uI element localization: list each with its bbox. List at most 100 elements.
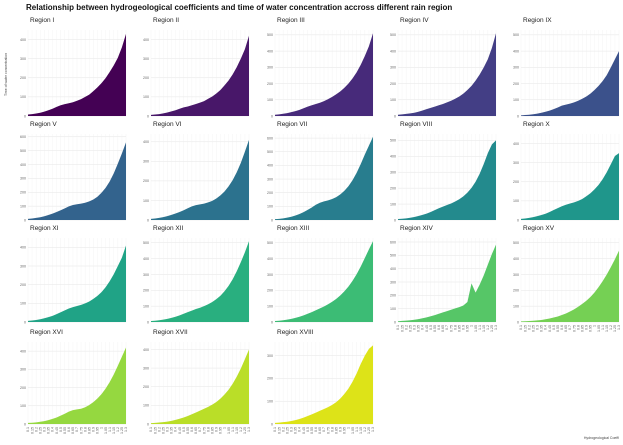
x-tick-label: 0.2: [34, 427, 38, 432]
y-tick-label: 200: [143, 179, 149, 183]
y-tick-label: 400: [143, 257, 149, 261]
x-tick-label: 0.25: [161, 427, 165, 434]
area-series: [275, 345, 373, 424]
area-series: [28, 33, 126, 116]
x-tick-label: 0.85: [580, 325, 584, 332]
panel-strip-label: Region XVII: [153, 329, 188, 336]
panel-strip-label: Region V: [30, 121, 57, 128]
y-tick-label: 500: [513, 241, 519, 245]
panel-12: Region XII 0 100 200 300 400 500: [143, 222, 250, 324]
x-tick-label: 0.95: [219, 427, 223, 434]
y-tick-label: 200: [143, 385, 149, 389]
x-tick-label: 0.7: [568, 325, 572, 330]
x-tick-label: 1.25: [490, 325, 494, 332]
x-tick-label: 0.85: [334, 427, 338, 434]
panel-9: Region VIII 0 100 200 300 400 500: [390, 118, 497, 222]
panel-strip-label: Region VIII: [400, 121, 432, 128]
area-series: [398, 33, 496, 116]
x-tick-label: 0.4: [544, 325, 548, 330]
panel-strip-label: Region IX: [523, 17, 552, 24]
x-tick-label: 1.05: [104, 427, 108, 434]
y-tick-label: 400: [143, 140, 149, 144]
y-tick-label: 100: [390, 202, 396, 206]
x-tick-label: 1.1: [601, 325, 605, 330]
x-tick-label: 0.25: [408, 325, 412, 332]
x-tick-label: 0.85: [87, 427, 91, 434]
y-tick-label: 600: [20, 135, 26, 139]
x-tick-label: 0.8: [206, 427, 210, 432]
y-tick-label: 0: [147, 320, 149, 324]
panel-strip-label: Region II: [153, 17, 179, 24]
y-tick-label: 200: [513, 289, 519, 293]
x-tick-label: 1: [470, 325, 474, 327]
y-tick-label: 500: [267, 33, 273, 37]
y-tick-label: 200: [267, 289, 273, 293]
x-tick-label: 0.85: [457, 325, 461, 332]
y-tick-label: 500: [513, 33, 519, 37]
panel-10: Region X 0 100 200 300 400: [513, 118, 620, 222]
y-tick-label: 100: [143, 199, 149, 203]
y-tick-label: 300: [143, 160, 149, 164]
area-series: [151, 349, 249, 424]
y-tick-label: 100: [267, 400, 273, 404]
x-tick-label: 0.35: [47, 427, 51, 434]
x-tick-label: 0.9: [92, 427, 96, 432]
y-tick-label: 400: [20, 246, 26, 250]
x-tick-label: 0.85: [210, 427, 214, 434]
x-tick-label: 0.15: [30, 427, 34, 434]
y-tick-label: 400: [513, 49, 519, 53]
x-tick-label: 0.5: [306, 427, 310, 432]
panel-strip-label: Region X: [523, 121, 550, 128]
y-tick-label: 300: [390, 171, 396, 175]
area-series: [28, 142, 126, 220]
y-tick-label: 300: [513, 66, 519, 70]
y-tick-label: 400: [143, 348, 149, 352]
x-tick-label: 0.9: [585, 325, 589, 330]
x-tick-label: 0.1: [273, 427, 277, 432]
y-tick-label: 200: [267, 82, 273, 86]
y-tick-label: 500: [143, 241, 149, 245]
x-tick-label: 1.15: [359, 427, 363, 434]
x-tick-label: 1.05: [597, 325, 601, 332]
panel-4: Region IV 0 100 200 300 400 500: [390, 14, 497, 118]
x-tick-label: 0.4: [421, 325, 425, 330]
y-tick-label: 300: [20, 177, 26, 181]
x-tick-label: 0.45: [302, 427, 306, 434]
y-tick-label: 300: [267, 177, 273, 181]
y-tick-label: 400: [390, 267, 396, 271]
x-tick-label: 0.7: [198, 427, 202, 432]
y-tick-label: 0: [394, 114, 396, 118]
y-tick-label: 300: [143, 366, 149, 370]
panel-1: Region I 0 100 200 300 400: [20, 14, 127, 118]
panel-strip-label: Region VI: [153, 121, 182, 128]
panel-3: Region III 0 100 200 300 400 500: [267, 14, 374, 118]
x-tick-label: 1.2: [486, 325, 490, 330]
panel-strip-label: Region XVIII: [277, 329, 314, 336]
y-tick-label: 100: [513, 199, 519, 203]
panel-strip-label: Region XVI: [30, 329, 63, 336]
area-series: [151, 241, 249, 322]
x-tick-label: 1.15: [112, 427, 116, 434]
x-tick-label: 0.35: [170, 427, 174, 434]
x-tick-label: 0.65: [71, 427, 75, 434]
y-tick-label: 0: [271, 218, 273, 222]
y-tick-label: 200: [20, 386, 26, 390]
y-tick-label: 100: [20, 204, 26, 208]
x-tick-label: 0.7: [445, 325, 449, 330]
y-tick-label: 300: [143, 57, 149, 61]
y-tick-label: 200: [267, 377, 273, 381]
panel-13: Region XIII 0 100 200 300 400 500: [267, 222, 374, 324]
x-tick-label: 0.15: [277, 427, 281, 434]
y-tick-label: 0: [271, 114, 273, 118]
y-tick-label: 300: [267, 273, 273, 277]
y-tick-label: 100: [143, 304, 149, 308]
x-tick-label: 0.6: [560, 325, 564, 330]
x-tick-label: 0.45: [178, 427, 182, 434]
x-tick-label: 0.75: [79, 427, 83, 434]
y-tick-label: 0: [147, 114, 149, 118]
y-tick-label: 400: [267, 164, 273, 168]
y-tick-label: 500: [267, 150, 273, 154]
area-series: [151, 139, 249, 220]
